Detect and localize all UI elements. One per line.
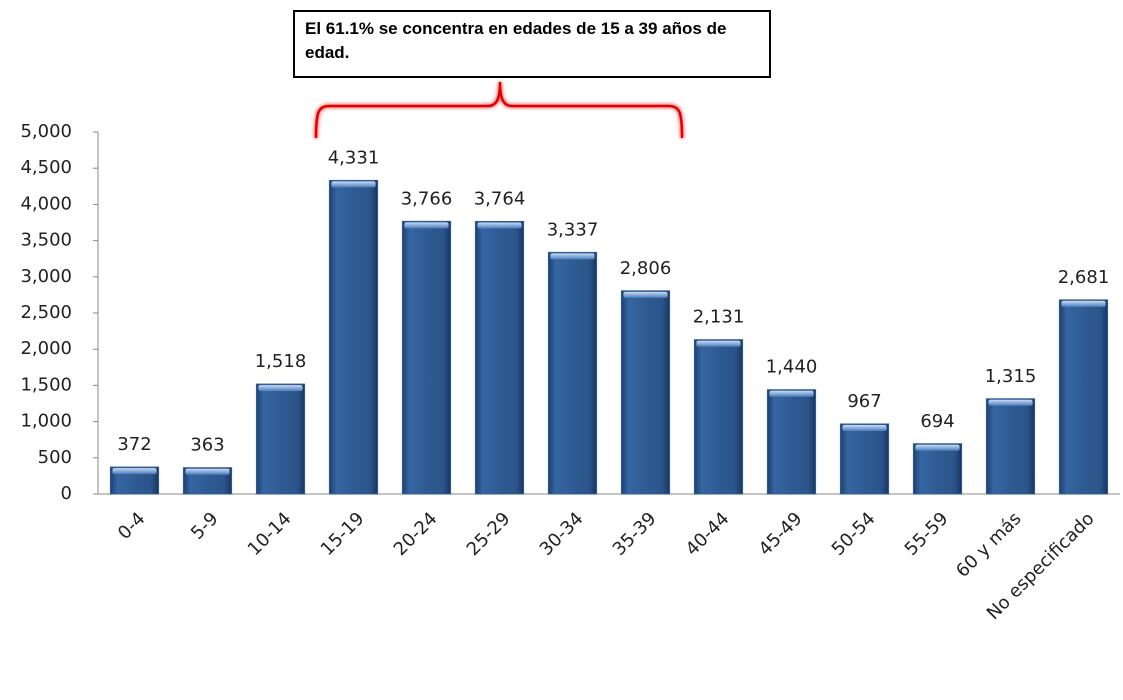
bar bbox=[693, 339, 744, 495]
bar-bevel bbox=[915, 444, 960, 451]
y-tick-label: 4,500 bbox=[20, 157, 72, 178]
x-tick-label: 40-44 bbox=[682, 508, 734, 560]
y-tick-label: 500 bbox=[38, 447, 72, 468]
bar bbox=[985, 398, 1036, 495]
bar-bevel bbox=[477, 222, 522, 229]
data-label: 2,806 bbox=[620, 258, 672, 279]
x-tick-label: 60 y más bbox=[952, 508, 1026, 582]
bar-bevel bbox=[258, 385, 303, 392]
bar-bevel bbox=[623, 291, 668, 298]
x-tick-label: 5-9 bbox=[187, 508, 223, 544]
bar bbox=[1058, 299, 1109, 495]
data-label: 4,331 bbox=[328, 147, 380, 168]
bar bbox=[255, 383, 306, 495]
bar bbox=[474, 220, 525, 495]
x-tick-label: 30-34 bbox=[536, 508, 588, 560]
x-tick-label: 55-59 bbox=[901, 508, 953, 560]
data-label: 1,440 bbox=[766, 357, 818, 378]
y-tick-label: 4,000 bbox=[20, 193, 72, 214]
bar bbox=[912, 443, 963, 495]
y-tick-label: 1,000 bbox=[20, 411, 72, 432]
x-tick-label: 0-4 bbox=[114, 508, 150, 544]
x-tick-label: 45-49 bbox=[755, 508, 807, 560]
bar-bevel bbox=[112, 468, 157, 475]
data-label: 3,337 bbox=[547, 219, 599, 240]
x-tick-label: 10-14 bbox=[244, 508, 296, 560]
bar bbox=[401, 220, 452, 495]
y-tick-label: 2,000 bbox=[20, 338, 72, 359]
data-label: 2,681 bbox=[1058, 267, 1110, 288]
y-tick-label: 0 bbox=[61, 483, 72, 504]
x-tick-label: 15-19 bbox=[317, 508, 369, 560]
data-label: 967 bbox=[847, 391, 881, 412]
bar bbox=[766, 389, 817, 495]
data-label: 3,764 bbox=[474, 188, 526, 209]
x-tick-label: 20-24 bbox=[390, 508, 442, 560]
x-tick-label: 25-29 bbox=[463, 508, 515, 560]
bar bbox=[328, 179, 379, 495]
data-label: 694 bbox=[920, 411, 954, 432]
bar bbox=[547, 251, 598, 495]
bracket bbox=[314, 81, 684, 139]
data-label: 363 bbox=[190, 435, 224, 456]
y-tick-label: 1,500 bbox=[20, 374, 72, 395]
data-label: 1,315 bbox=[985, 366, 1037, 387]
annotation: El 61.1% se concentra en edades de 15 a … bbox=[293, 10, 771, 78]
data-label: 1,518 bbox=[255, 351, 307, 372]
bar-bevel bbox=[696, 340, 741, 347]
bar-bevel bbox=[404, 222, 449, 229]
bar-bevel bbox=[185, 468, 230, 475]
y-tick-label: 5,000 bbox=[20, 121, 72, 142]
y-tick-label: 3,000 bbox=[20, 266, 72, 287]
y-tick-label: 3,500 bbox=[20, 230, 72, 251]
data-label: 3,766 bbox=[401, 188, 453, 209]
x-tick-label: 50-54 bbox=[828, 508, 880, 560]
bar-bevel bbox=[331, 181, 376, 188]
bar bbox=[839, 423, 890, 495]
bar bbox=[620, 290, 671, 495]
bar-bevel bbox=[1061, 300, 1106, 307]
bar-bevel bbox=[550, 253, 595, 260]
x-tick-label: 35-39 bbox=[609, 508, 661, 560]
bar-bevel bbox=[769, 390, 814, 397]
data-label: 372 bbox=[117, 434, 151, 455]
bar-bevel bbox=[842, 424, 887, 431]
bar-bevel bbox=[988, 399, 1033, 406]
data-label: 2,131 bbox=[693, 307, 745, 328]
y-tick-label: 2,500 bbox=[20, 302, 72, 323]
